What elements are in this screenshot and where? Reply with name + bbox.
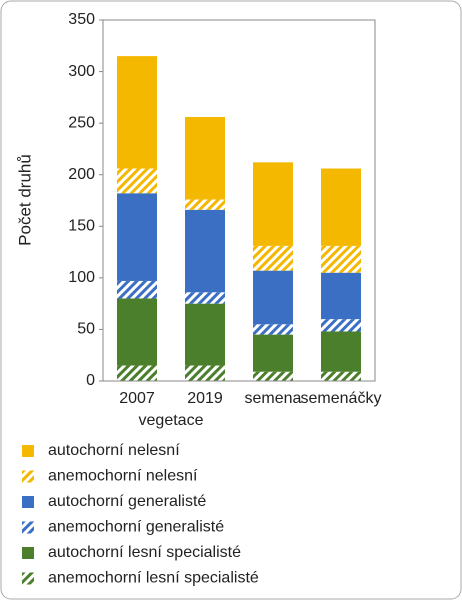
bar-segment	[321, 168, 361, 246]
bar-segment	[117, 193, 157, 281]
legend-label: autochorní generalisté	[48, 493, 206, 510]
legend-label: anemochorní lesní specialisté	[48, 570, 259, 587]
legend-swatch	[22, 547, 34, 559]
bar-segment	[321, 319, 361, 332]
bar-segment	[253, 371, 293, 381]
bar-segment	[117, 280, 157, 299]
bar-segment	[253, 245, 293, 271]
bar-segment	[321, 272, 361, 320]
legend-swatch	[22, 496, 34, 508]
y-tick-label: 250	[68, 114, 95, 131]
x-group-label: vegetace	[139, 412, 204, 429]
legend-swatch	[22, 521, 34, 534]
y-tick-label: 0	[86, 372, 95, 389]
bar-segment	[321, 371, 361, 381]
bar-segment	[185, 303, 225, 366]
y-tick-label: 50	[77, 321, 95, 338]
bar-segment	[185, 116, 225, 200]
bar-segment	[185, 199, 225, 210]
y-axis-title: Počet druhů	[15, 154, 34, 246]
x-tick-label: 2019	[187, 390, 223, 407]
bar-segment	[117, 56, 157, 169]
legend-label: anemochorní generalisté	[48, 519, 224, 536]
bar-segment	[185, 365, 225, 381]
bar-segment	[117, 298, 157, 366]
legend-label: autochorní lesní specialisté	[48, 544, 241, 561]
y-tick-label: 100	[68, 269, 95, 286]
x-tick-label: semena	[245, 390, 302, 407]
y-tick-label: 350	[68, 11, 95, 28]
bar-segment	[253, 324, 293, 335]
legend-swatch	[22, 470, 34, 483]
bar-segment	[321, 245, 361, 273]
y-tick-label: 300	[68, 63, 95, 80]
legend-swatch	[22, 445, 34, 457]
legend-label: autochorní nelesní	[48, 442, 180, 459]
bar-segment	[253, 162, 293, 246]
bar-segment	[117, 168, 157, 194]
bar-segment	[253, 334, 293, 372]
x-tick-label: semenáčky	[301, 390, 382, 407]
bar-segment	[185, 209, 225, 293]
y-tick-label: 150	[68, 218, 95, 235]
legend-label: anemochorní nelesní	[48, 468, 198, 485]
bar-segment	[185, 292, 225, 304]
bar-segment	[321, 331, 361, 372]
bar-segment	[117, 365, 157, 381]
y-tick-label: 200	[68, 166, 95, 183]
bar-segment	[253, 270, 293, 325]
x-tick-label: 2007	[119, 390, 155, 407]
legend-swatch	[22, 572, 34, 585]
plot-frame	[102, 19, 376, 382]
